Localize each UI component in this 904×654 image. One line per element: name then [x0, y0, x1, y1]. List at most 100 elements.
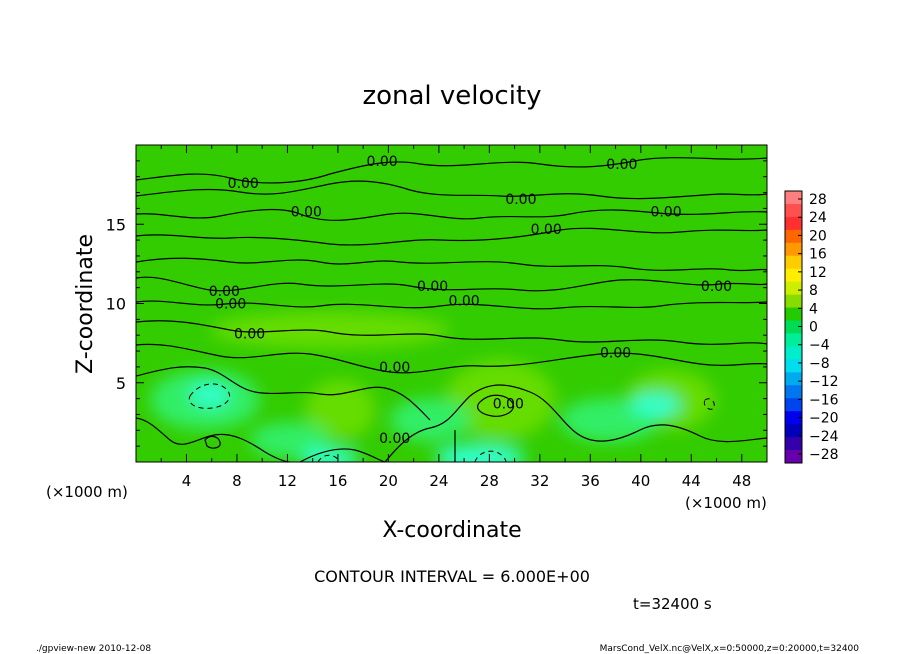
colorbar-label: 4: [809, 301, 818, 317]
colorbar-cell: [785, 450, 802, 464]
colorbar-label: 20: [809, 228, 827, 244]
colorbar-label: −24: [809, 429, 839, 445]
field-blobs: [150, 312, 715, 462]
contour-line: [204, 435, 221, 449]
contour-line: [136, 366, 431, 421]
field-blob-cyan: [190, 383, 230, 407]
contour-label: 0.00: [215, 297, 246, 313]
colorbar-label: 16: [809, 247, 827, 263]
contour-label: 0.00: [228, 176, 259, 192]
contour-label: 0.00: [417, 279, 448, 295]
contour-line: [299, 448, 386, 462]
axis-ticks: [136, 145, 767, 462]
field-blob-light: [445, 360, 555, 440]
y-unit-label: (×1000 m): [46, 483, 128, 501]
contour-label-layer: 0.00 0.000.000.000.00 0.000.000.00 0.000.00…: [209, 154, 732, 447]
contour-label: 0.00: [367, 154, 398, 170]
contour-line-dashed: [703, 398, 715, 410]
colorbar-cell: [785, 229, 802, 244]
colorbar-label: 12: [809, 265, 827, 281]
contour-label: 0.00: [493, 396, 524, 412]
contour-line: [136, 208, 767, 221]
colorbar-labels: 28 24 20 16 12 8 4 0 −4 −8 −12 −16 −20 −24 −28: [798, 192, 839, 463]
contour-line: [384, 384, 767, 462]
colorbar-cell: [785, 333, 802, 347]
x-tick-label: 20: [379, 472, 398, 490]
field-blob-cyan: [630, 393, 680, 417]
colorbar-cell: [785, 411, 802, 425]
colorbar-cell: [785, 359, 802, 373]
x-tick-label: 8: [232, 472, 242, 490]
contour-interval-text: CONTOUR INTERVAL = 6.000E+00: [314, 567, 590, 586]
x-unit-label: (×1000 m): [685, 494, 767, 512]
colorbar-label: 8: [809, 283, 818, 299]
colorbar-label: 0: [809, 320, 818, 336]
x-axis-label: X-coordinate: [382, 518, 521, 543]
field-blob-cyan: [435, 444, 525, 462]
x-tick-label: 24: [429, 472, 448, 490]
contour-line: [136, 320, 767, 345]
x-tick-labels: 4 8 12 16 20 24 28 32 36 40 44 48: [182, 472, 752, 490]
contour-line: [136, 300, 767, 310]
y-axis-label: Z-coordinate: [73, 234, 98, 374]
contour-label: 0.00: [650, 205, 681, 221]
field-blob-light: [305, 380, 375, 440]
colorbar-cell: [785, 437, 802, 451]
colorbar-cell: [785, 346, 802, 360]
colorbar-label: 28: [809, 192, 827, 208]
colorbar-cell: [785, 424, 802, 438]
colorbar-cell: [785, 294, 802, 309]
contour-line-dashed: [474, 450, 507, 462]
contour-label: 0.00: [701, 279, 732, 295]
colorbar-label: −28: [809, 447, 839, 463]
colorbar-cell: [785, 320, 802, 334]
contour-label: 0.00: [505, 192, 536, 208]
contour-label: 0.00: [600, 346, 631, 362]
colorbar-cell: [785, 307, 802, 322]
x-tick-label: 48: [732, 472, 751, 490]
contour-label: 0.00: [291, 205, 322, 221]
colorbar-cell: [785, 385, 802, 399]
contour-label: 0.00: [209, 284, 240, 300]
colorbar-cells: [785, 191, 802, 464]
chart-title: zonal velocity: [362, 81, 541, 111]
x-tick-label: 16: [328, 472, 347, 490]
x-tick-label: 28: [480, 472, 499, 490]
colorbar-cell: [785, 242, 802, 257]
colorbar-cell: [785, 268, 802, 283]
x-tick-label: 12: [278, 472, 297, 490]
colorbar-label: −4: [809, 338, 830, 354]
colorbar-cell: [785, 216, 802, 231]
y-tick-label: 10: [106, 295, 126, 314]
footer-right: MarsCond_VelX.nc@VelX,x=0:50000,z=0:2000…: [600, 644, 860, 654]
contour-line: [136, 227, 767, 246]
field-blob-cyan: [300, 448, 360, 462]
contour-label: 0.00: [606, 157, 637, 173]
colorbar-cell: [785, 255, 802, 270]
field-blob-cool: [250, 422, 330, 458]
colorbar-cell: [785, 191, 802, 205]
contour-line: [136, 180, 767, 200]
x-tick-label: 4: [182, 472, 192, 490]
contour-label: 0.00: [531, 222, 562, 238]
contour-line: [136, 257, 767, 272]
colorbar-label: −20: [809, 411, 839, 427]
x-tick-label: 36: [581, 472, 600, 490]
y-tick-label: 5: [116, 374, 126, 393]
y-tick-label: 15: [106, 215, 126, 234]
colorbar-label: −12: [809, 374, 839, 390]
colorbar-label: −8: [809, 356, 830, 372]
colorbar-cell: [785, 203, 802, 218]
x-tick-label: 44: [682, 472, 701, 490]
footer-left: ./gpview-new 2010-12-08: [36, 644, 151, 654]
x-tick-label: 40: [631, 472, 650, 490]
contour-line-dashed: [317, 454, 341, 462]
contour-label: 0.00: [379, 431, 410, 447]
x-tick-label: 32: [530, 472, 549, 490]
y-tick-labels: 5 10 15: [106, 215, 126, 393]
contour-label: 0.00: [234, 327, 265, 343]
contour-lines-negative: [188, 383, 715, 462]
colorbar-label: −16: [809, 392, 839, 408]
colorbar-cell: [785, 372, 802, 386]
